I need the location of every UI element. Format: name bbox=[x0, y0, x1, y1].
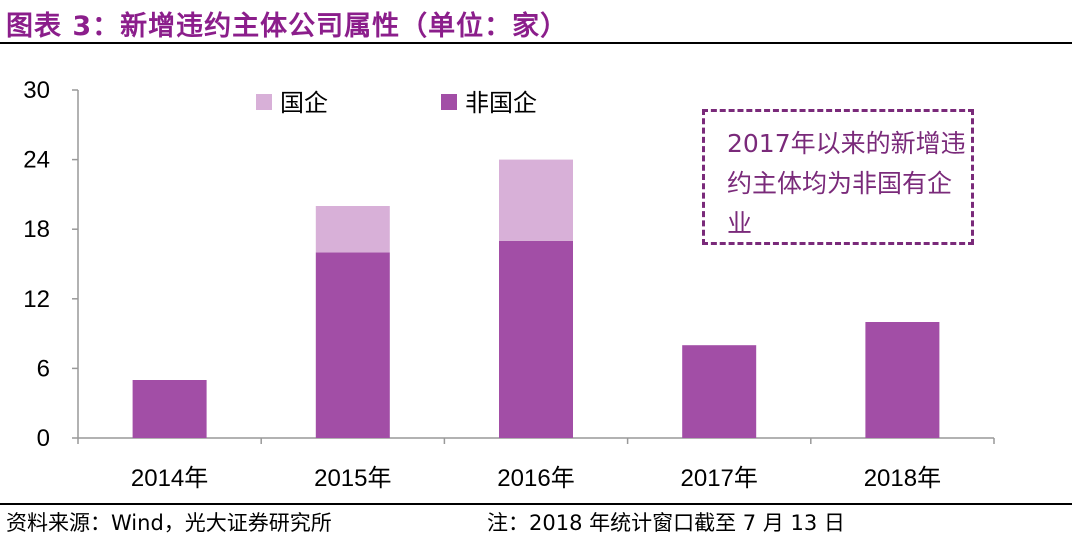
legend: 国企 非国企 bbox=[256, 89, 537, 117]
bar bbox=[865, 322, 940, 438]
bar-group bbox=[132, 159, 940, 438]
footer-divider bbox=[0, 503, 1072, 505]
footnote: 注：2018 年统计窗口截至 7 月 13 日 bbox=[487, 511, 845, 535]
y-tick-label: 12 bbox=[23, 286, 50, 313]
bar bbox=[499, 240, 573, 438]
x-axis-labels: 2014年 2015年 2016年 2017年 2018年 bbox=[131, 465, 941, 492]
x-tick-label: 2014年 bbox=[131, 465, 208, 492]
annotation-text: 2017年以来的新增违约主体均为非国有企业 bbox=[727, 129, 966, 238]
source-note: 资料来源：Wind，光大证券研究所 bbox=[6, 511, 332, 535]
annotation-box: 2017年以来的新增违约主体均为非国有企业 bbox=[702, 109, 974, 245]
stacked-bar-chart: 0 6 12 18 24 30 2014年 2015年 2016年 2017年 2018年 国企 非… bbox=[23, 77, 995, 492]
x-tick-label: 2017年 bbox=[681, 465, 758, 492]
y-tick-label: 6 bbox=[37, 355, 50, 382]
y-tick-label: 0 bbox=[37, 425, 50, 452]
legend-label: 非国企 bbox=[465, 89, 537, 117]
x-tick-label: 2016年 bbox=[497, 465, 574, 492]
bar bbox=[315, 206, 390, 253]
x-tick-label: 2018年 bbox=[864, 465, 941, 492]
figure-title: 图表 3：新增违约主体公司属性（单位：家） bbox=[6, 11, 569, 42]
legend-label: 国企 bbox=[280, 89, 328, 117]
y-tick-label: 18 bbox=[23, 216, 50, 243]
y-tick-label: 30 bbox=[23, 77, 50, 104]
y-axis-ticks: 0 6 12 18 24 30 bbox=[23, 77, 78, 452]
legend-swatch bbox=[441, 94, 457, 110]
x-tick-label: 2015年 bbox=[314, 465, 391, 492]
bar bbox=[132, 380, 207, 438]
title-divider bbox=[0, 42, 1072, 44]
bar bbox=[499, 159, 573, 241]
y-tick-label: 24 bbox=[23, 147, 50, 174]
legend-swatch bbox=[256, 94, 272, 110]
bar bbox=[315, 252, 390, 438]
bar bbox=[682, 345, 757, 438]
